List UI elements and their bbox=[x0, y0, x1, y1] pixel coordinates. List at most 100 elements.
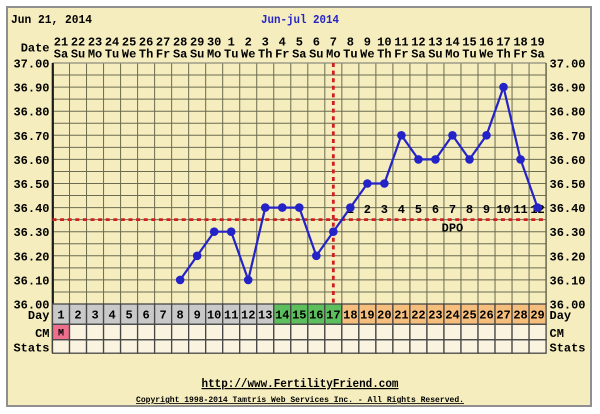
svg-text:M: M bbox=[58, 329, 64, 340]
svg-text:36.80: 36.80 bbox=[550, 106, 586, 120]
svg-text:10: 10 bbox=[207, 308, 221, 322]
svg-text:2: 2 bbox=[74, 308, 81, 322]
svg-text:14: 14 bbox=[275, 308, 289, 322]
svg-text:Sa: Sa bbox=[530, 48, 544, 62]
svg-text:Su: Su bbox=[309, 48, 323, 62]
svg-text:25: 25 bbox=[122, 36, 136, 50]
svg-text:Th: Th bbox=[496, 48, 510, 62]
svg-text:Su: Su bbox=[71, 48, 85, 62]
svg-text:6: 6 bbox=[432, 203, 439, 217]
svg-text:Day: Day bbox=[550, 309, 572, 323]
svg-text:36.50: 36.50 bbox=[13, 178, 49, 192]
svg-text:36.90: 36.90 bbox=[550, 82, 586, 96]
svg-text:36.10: 36.10 bbox=[550, 274, 586, 288]
svg-text:36.60: 36.60 bbox=[550, 154, 586, 168]
svg-text:36.80: 36.80 bbox=[13, 106, 49, 120]
svg-text:5: 5 bbox=[125, 308, 132, 322]
svg-text:Fr: Fr bbox=[156, 48, 170, 62]
svg-text:DPO: DPO bbox=[442, 222, 464, 236]
svg-text:8: 8 bbox=[466, 203, 473, 217]
svg-text:Sa: Sa bbox=[173, 48, 187, 62]
svg-text:Sa: Sa bbox=[292, 48, 306, 62]
svg-text:Fr: Fr bbox=[275, 48, 289, 62]
svg-text:4: 4 bbox=[279, 36, 286, 50]
svg-text:Tu: Tu bbox=[462, 48, 476, 62]
svg-text:Day: Day bbox=[28, 309, 50, 323]
svg-text:3: 3 bbox=[381, 203, 388, 217]
svg-text:23: 23 bbox=[428, 308, 442, 322]
svg-text:11: 11 bbox=[513, 203, 527, 217]
svg-text:2: 2 bbox=[364, 203, 371, 217]
svg-text:We: We bbox=[479, 48, 493, 62]
svg-text:36.50: 36.50 bbox=[550, 178, 586, 192]
svg-text:24: 24 bbox=[105, 36, 119, 50]
svg-text:4: 4 bbox=[398, 203, 405, 217]
svg-text:6: 6 bbox=[313, 36, 320, 50]
svg-text:19: 19 bbox=[530, 36, 544, 50]
svg-text:Mo: Mo bbox=[326, 48, 340, 62]
svg-text:30: 30 bbox=[207, 36, 221, 50]
svg-text:23: 23 bbox=[88, 36, 102, 50]
svg-text:Th: Th bbox=[258, 48, 272, 62]
svg-text:Th: Th bbox=[377, 48, 391, 62]
svg-text:15: 15 bbox=[292, 308, 306, 322]
svg-text:Copyright 1998-2014 Tamtris We: Copyright 1998-2014 Tamtris Web Services… bbox=[136, 396, 464, 405]
svg-text:36.30: 36.30 bbox=[13, 226, 49, 240]
svg-text:21: 21 bbox=[394, 308, 408, 322]
svg-text:Date: Date bbox=[21, 42, 50, 56]
svg-text:11: 11 bbox=[394, 36, 408, 50]
svg-text:9: 9 bbox=[364, 36, 371, 50]
svg-text:22: 22 bbox=[71, 36, 85, 50]
svg-text:13: 13 bbox=[428, 36, 442, 50]
svg-text:Fr: Fr bbox=[513, 48, 527, 62]
svg-text:36.90: 36.90 bbox=[13, 82, 49, 96]
svg-text:29: 29 bbox=[190, 36, 204, 50]
svg-text:29: 29 bbox=[530, 308, 544, 322]
svg-text:Mo: Mo bbox=[445, 48, 459, 62]
svg-text:22: 22 bbox=[411, 308, 425, 322]
svg-text:Stats: Stats bbox=[13, 342, 49, 356]
svg-text:25: 25 bbox=[462, 308, 476, 322]
svg-text:5: 5 bbox=[296, 36, 303, 50]
svg-text:7: 7 bbox=[330, 36, 337, 50]
svg-text:26: 26 bbox=[139, 36, 153, 50]
svg-text:17: 17 bbox=[496, 36, 510, 50]
svg-text:5: 5 bbox=[415, 203, 422, 217]
svg-text:4: 4 bbox=[108, 308, 115, 322]
svg-text:36.70: 36.70 bbox=[13, 130, 49, 144]
svg-text:28: 28 bbox=[513, 308, 527, 322]
svg-text:36.40: 36.40 bbox=[550, 202, 586, 216]
svg-text:37.00: 37.00 bbox=[13, 58, 49, 72]
svg-text:17: 17 bbox=[326, 308, 340, 322]
svg-text:1: 1 bbox=[228, 36, 235, 50]
svg-text:Tu: Tu bbox=[343, 48, 357, 62]
svg-text:18: 18 bbox=[513, 36, 527, 50]
svg-text:36.40: 36.40 bbox=[13, 202, 49, 216]
svg-text:12: 12 bbox=[241, 308, 255, 322]
svg-text:37.00: 37.00 bbox=[550, 58, 586, 72]
svg-text:6: 6 bbox=[143, 308, 150, 322]
svg-text:36.70: 36.70 bbox=[550, 130, 586, 144]
svg-text:36.30: 36.30 bbox=[550, 226, 586, 240]
svg-text:36.20: 36.20 bbox=[550, 250, 586, 264]
svg-text:14: 14 bbox=[445, 36, 459, 50]
svg-text:7: 7 bbox=[160, 308, 167, 322]
svg-text:36.00: 36.00 bbox=[13, 299, 49, 313]
svg-text:Mo: Mo bbox=[88, 48, 102, 62]
svg-text:We: We bbox=[122, 48, 136, 62]
svg-text:Sa: Sa bbox=[54, 48, 68, 62]
svg-text:Fr: Fr bbox=[394, 48, 408, 62]
svg-text:8: 8 bbox=[347, 36, 354, 50]
svg-text:36.10: 36.10 bbox=[13, 274, 49, 288]
svg-text:21: 21 bbox=[54, 36, 68, 50]
svg-text:CM: CM bbox=[550, 327, 564, 341]
svg-text:Th: Th bbox=[139, 48, 153, 62]
svg-text:8: 8 bbox=[177, 308, 184, 322]
svg-text:24: 24 bbox=[445, 308, 459, 322]
svg-text:26: 26 bbox=[479, 308, 493, 322]
svg-text:9: 9 bbox=[483, 203, 490, 217]
svg-text:11: 11 bbox=[224, 308, 238, 322]
svg-text:Mo: Mo bbox=[207, 48, 221, 62]
svg-text:19: 19 bbox=[360, 308, 374, 322]
svg-text:3: 3 bbox=[262, 36, 269, 50]
